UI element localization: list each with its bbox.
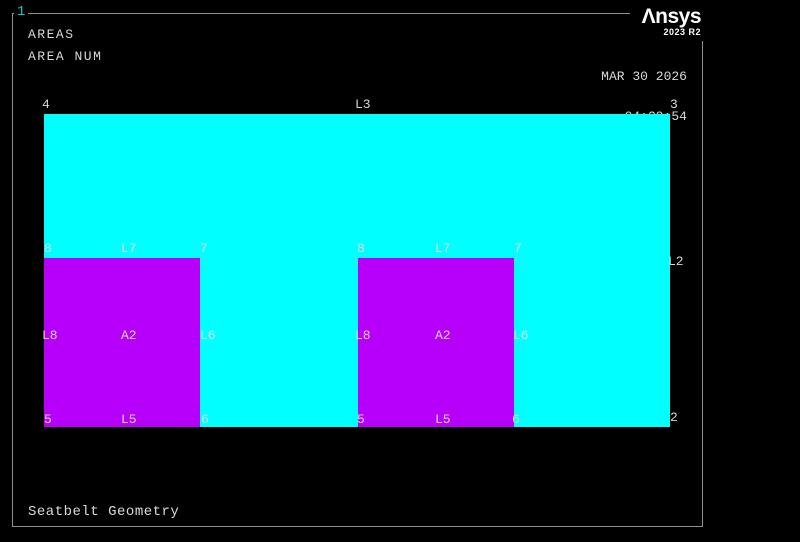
window-number: 1 (14, 5, 29, 21)
ansys-brand-text: Λnsys (641, 5, 702, 28)
plot-type-label: AREAS (28, 27, 75, 42)
keypoint-label-7: 7 (200, 241, 208, 256)
line-label-L5: L5 (435, 412, 451, 427)
keypoint-label-8: 8 (44, 241, 52, 256)
area-sub-left[interactable] (44, 258, 200, 427)
keypoint-label-7: 7 (514, 241, 522, 256)
area-label-A2: A2 (435, 328, 451, 343)
line-label-L8: L8 (42, 328, 58, 343)
line-label-L3: L3 (355, 97, 371, 112)
keypoint-label-2: 2 (670, 410, 678, 425)
line-label-L6: L6 (513, 328, 529, 343)
area-sub-right[interactable] (358, 258, 514, 427)
line-label-L5: L5 (121, 412, 137, 427)
ansys-logo: Λnsys 2023 R2 (629, 0, 703, 41)
keypoint-label-3: 3 (670, 97, 678, 112)
line-label-L8: L8 (355, 328, 371, 343)
keypoint-label-4: 4 (42, 97, 50, 112)
plot-frame (12, 13, 703, 527)
plot-caption: Seatbelt Geometry (28, 504, 180, 520)
keypoint-label-5: 5 (44, 412, 52, 427)
area-label-A2: A2 (121, 328, 137, 343)
line-label-L7: L7 (435, 241, 451, 256)
line-label-L2: L2 (668, 254, 684, 269)
line-label-L7: L7 (121, 241, 137, 256)
ansys-version-text: 2023 R2 (663, 27, 701, 37)
date-label: MAR 30 2026 (601, 69, 687, 84)
keypoint-label-5: 5 (357, 412, 365, 427)
keypoint-label-6: 6 (201, 412, 209, 427)
plot-option-label: AREA NUM (28, 49, 103, 64)
keypoint-label-6: 6 (512, 412, 520, 427)
line-label-L6: L6 (200, 328, 216, 343)
keypoint-label-8: 8 (357, 241, 365, 256)
